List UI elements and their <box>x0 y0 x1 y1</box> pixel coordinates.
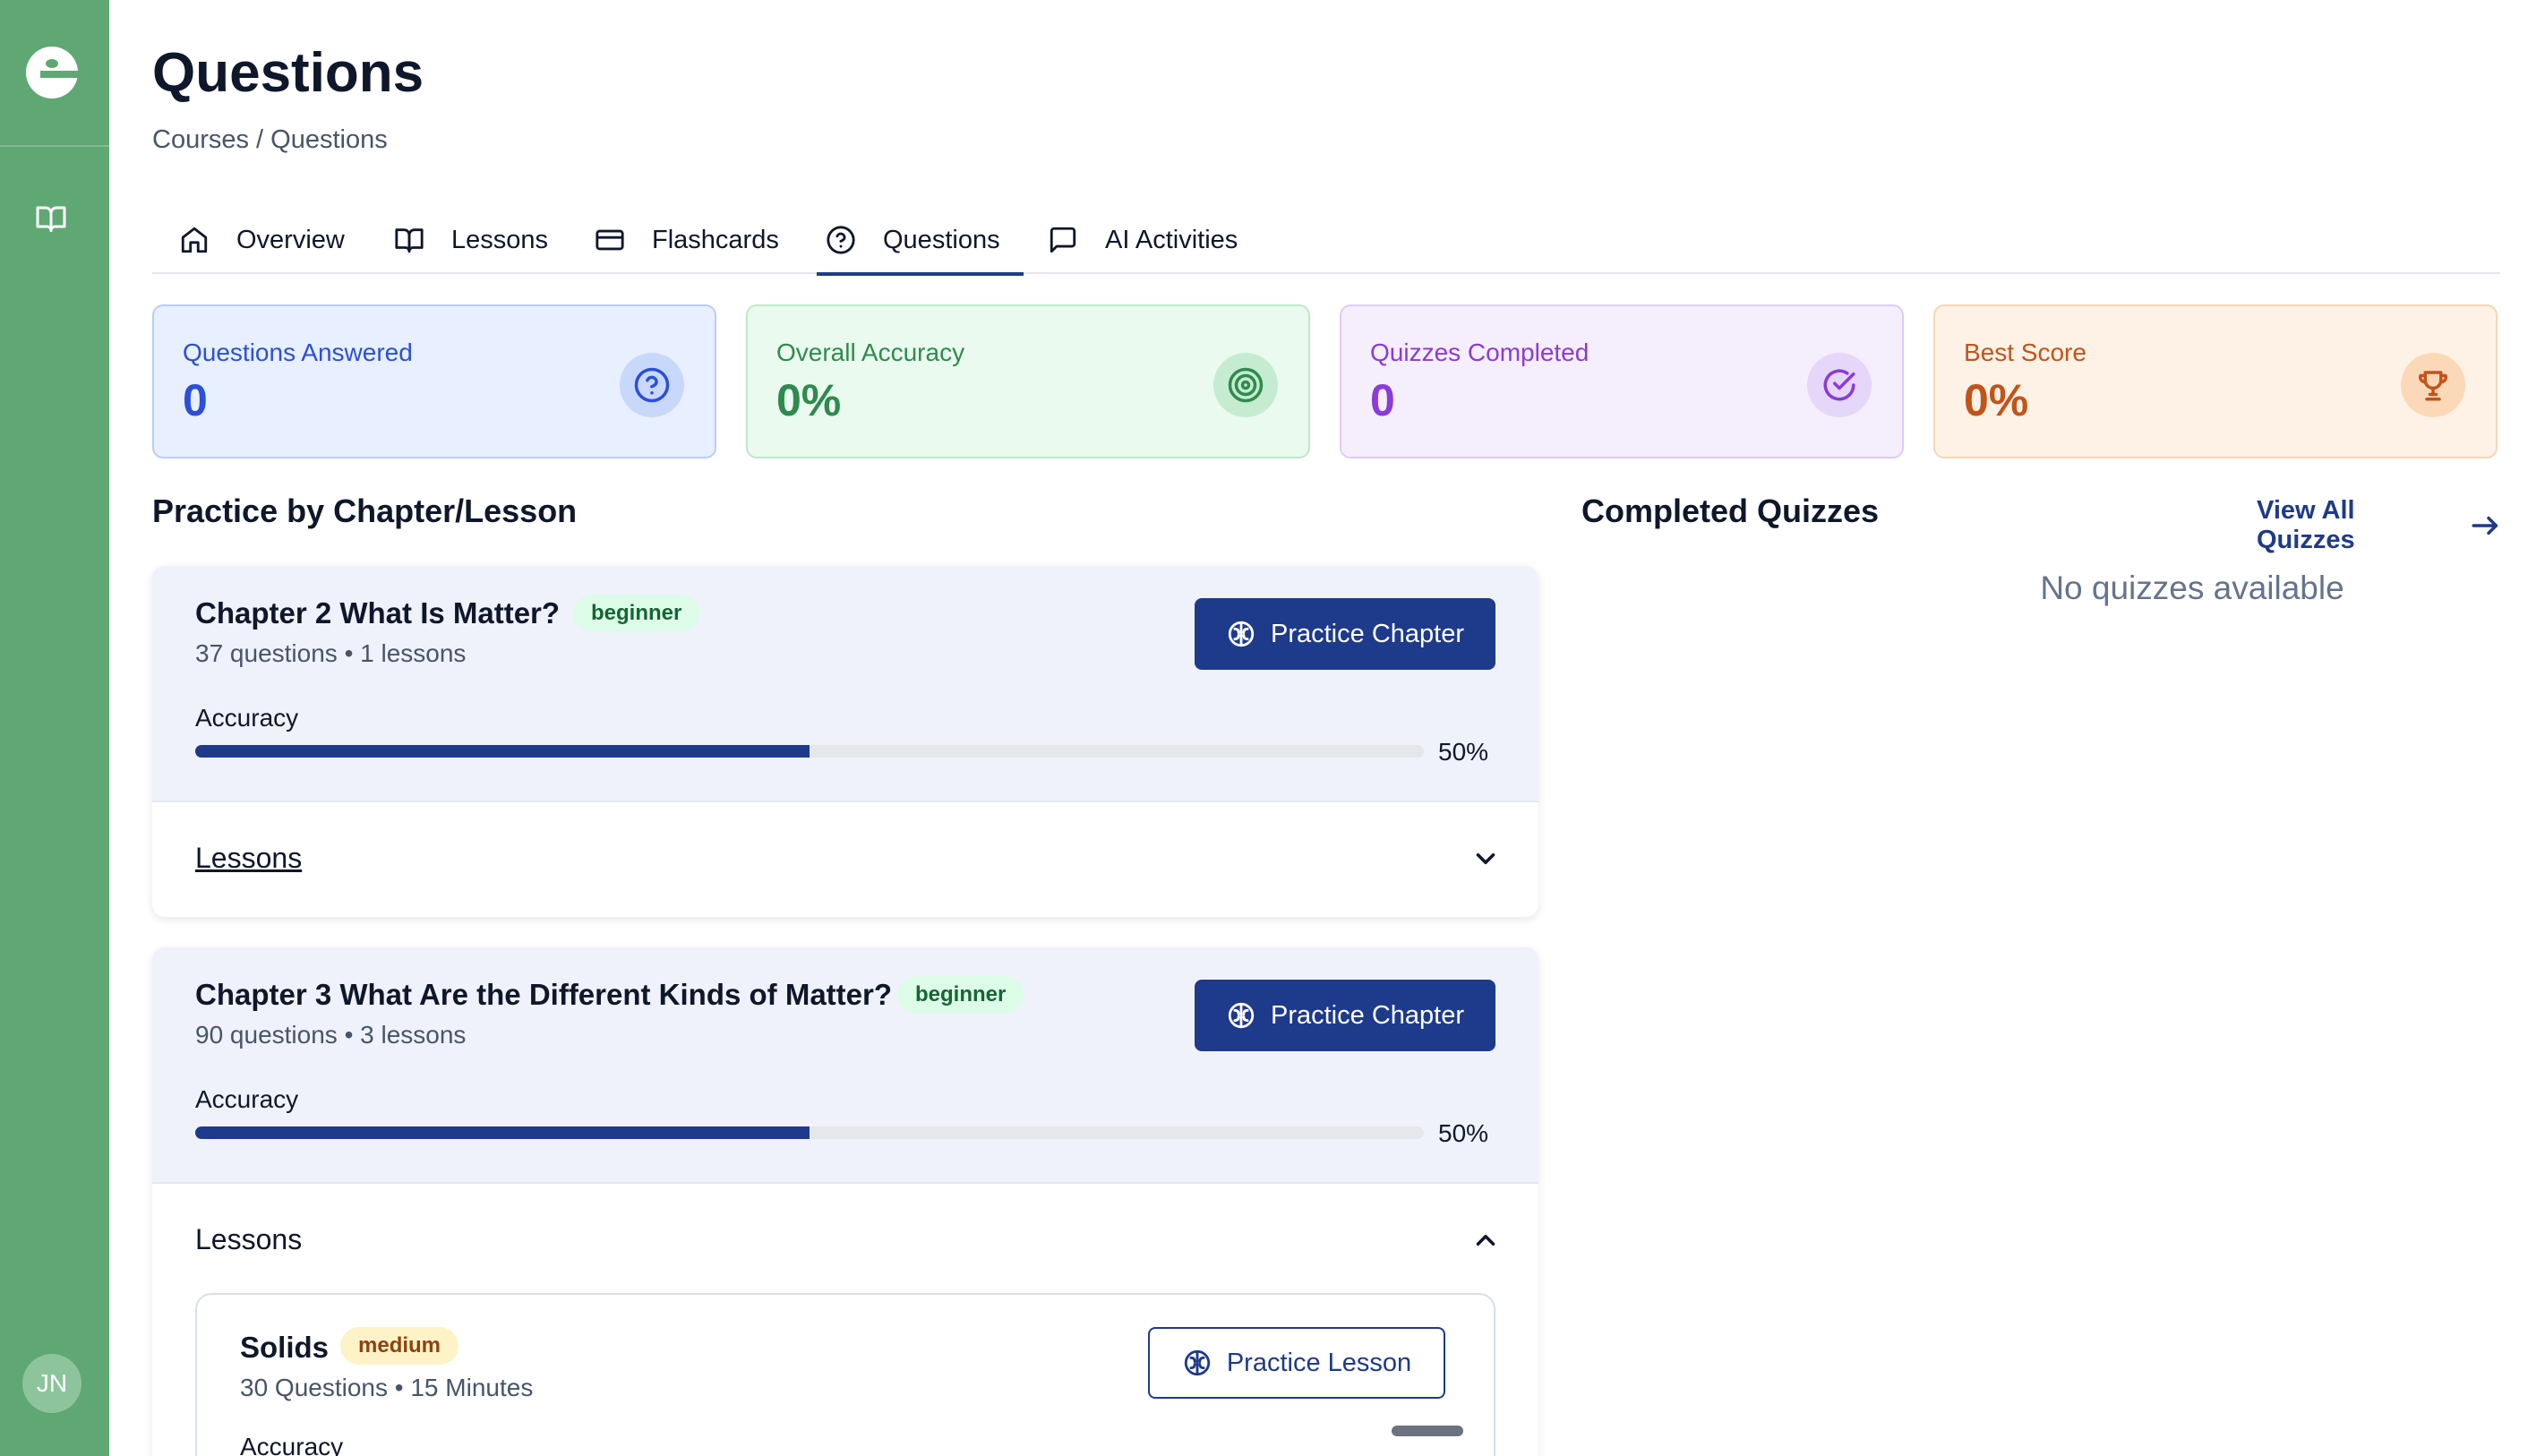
accuracy-bar-fill <box>195 1126 810 1139</box>
breadcrumb[interactable]: Courses / Questions <box>152 125 388 154</box>
stat-card-quizzes-completed: Quizzes Completed 0 <box>1340 304 1904 458</box>
lesson-name: Solids <box>240 1331 330 1364</box>
question-circle-icon <box>827 226 855 254</box>
view-all-quizzes-link[interactable]: View All Quizzes <box>2257 496 2500 555</box>
book-icon[interactable] <box>35 202 67 235</box>
tab-questions[interactable]: Questions <box>817 206 1024 276</box>
tab-lessons[interactable]: Lessons <box>394 206 548 274</box>
accuracy-label: Accuracy <box>240 1433 344 1456</box>
trophy-icon <box>2401 353 2465 417</box>
accuracy-label: Accuracy <box>195 704 299 732</box>
tab-flashcards[interactable]: Flashcards <box>595 206 779 274</box>
practice-chapter-button[interactable]: Practice Chapter <box>1195 980 1495 1051</box>
practice-chapter-button[interactable]: Practice Chapter <box>1195 598 1495 670</box>
app-logo-icon[interactable] <box>26 47 78 98</box>
lesson-meta: 30 Questions • 15 Minutes <box>240 1374 534 1401</box>
chevron-up-icon <box>1476 1234 1495 1246</box>
chapter-name: Chapter 3 What Are the Different Kinds o… <box>195 978 892 1011</box>
lessons-label: Lessons <box>195 1223 303 1255</box>
stat-value: 0 <box>183 375 208 425</box>
level-badge: beginner <box>573 595 700 632</box>
tab-label: Questions <box>883 225 1000 254</box>
tab-ai-activities[interactable]: AI Activities <box>1048 206 1238 274</box>
chapter-name: Chapter 2 What Is Matter? <box>195 596 561 630</box>
practice-section-title: Practice by Chapter/Lesson <box>152 492 578 529</box>
brain-icon <box>1184 1349 1210 1376</box>
practice-lesson-button[interactable]: Practice Lesson <box>1148 1327 1445 1399</box>
stat-label: Best Score <box>1964 338 2087 366</box>
target-icon <box>1213 353 1278 417</box>
empty-state-text: No quizzes available <box>2040 570 2344 606</box>
stat-value: 0 <box>1370 375 1395 425</box>
tab-label: Overview <box>236 225 345 254</box>
brain-icon <box>1228 621 1255 647</box>
chapter-meta: 90 questions • 3 lessons <box>195 1021 467 1049</box>
accuracy-bar <box>195 745 1424 758</box>
main-content: Questions Courses / Questions Overview L… <box>152 0 2500 1456</box>
tab-bar: Overview Lessons Flashcards Questions AI… <box>152 206 2500 276</box>
link-label: View All Quizzes <box>2257 496 2355 554</box>
brain-icon <box>1228 1002 1255 1029</box>
accuracy-label: Accuracy <box>195 1085 299 1113</box>
home-icon <box>181 227 208 253</box>
accuracy-percent: 50% <box>1438 1119 1489 1147</box>
tab-overview[interactable]: Overview <box>179 206 345 274</box>
chapter-card: Chapter 2 What Is Matter? beginner 37 qu… <box>152 566 1538 917</box>
completed-quizzes-title: Completed Quizzes <box>1581 492 1880 529</box>
stat-value: 0% <box>1964 375 2029 425</box>
accuracy-bar <box>195 1126 1424 1139</box>
stat-label: Questions Answered <box>183 338 413 366</box>
lessons-toggle[interactable]: Lessons <box>152 1184 1538 1297</box>
chapter-meta: 37 questions • 1 lessons <box>195 639 467 667</box>
accuracy-bar-fill <box>195 745 810 758</box>
chapter-header: Chapter 3 What Are the Different Kinds o… <box>152 947 1538 1184</box>
stat-label: Overall Accuracy <box>776 338 965 366</box>
arrow-right-icon <box>2472 516 2498 535</box>
sidebar: JN <box>0 0 109 1456</box>
stat-card-overall-accuracy: Overall Accuracy 0% <box>746 304 1310 458</box>
chapter-header: Chapter 2 What Is Matter? beginner 37 qu… <box>152 566 1538 802</box>
lessons-label: Lessons <box>195 842 303 874</box>
tab-label: Flashcards <box>652 225 779 254</box>
button-label: Practice Lesson <box>1226 1348 1412 1377</box>
scroll-indicator[interactable] <box>1392 1426 1463 1436</box>
button-label: Practice Chapter <box>1271 1000 1464 1030</box>
page-title: Questions <box>152 42 424 104</box>
accuracy-percent: 50% <box>1438 738 1489 766</box>
chevron-down-icon <box>1476 852 1495 865</box>
level-badge: beginner <box>897 976 1024 1014</box>
sidebar-divider <box>0 145 109 147</box>
stat-label: Quizzes Completed <box>1370 338 1590 366</box>
stat-card-best-score: Best Score 0% <box>1933 304 2498 458</box>
level-badge: medium <box>340 1327 459 1365</box>
lesson-card: Solids medium 30 Questions • 15 Minutes … <box>195 1293 1495 1456</box>
card-icon <box>596 229 624 251</box>
avatar[interactable]: JN <box>22 1354 81 1413</box>
tab-label: AI Activities <box>1105 225 1238 254</box>
lessons-toggle[interactable]: Lessons <box>152 802 1538 915</box>
stat-card-questions-answered: Questions Answered 0 <box>152 304 716 458</box>
stat-value: 0% <box>776 375 842 425</box>
tab-label: Lessons <box>451 225 549 254</box>
button-label: Practice Chapter <box>1271 619 1464 648</box>
question-circle-icon <box>620 353 684 417</box>
check-circle-icon <box>1807 353 1872 417</box>
book-icon <box>395 228 424 253</box>
message-icon <box>1050 227 1076 253</box>
